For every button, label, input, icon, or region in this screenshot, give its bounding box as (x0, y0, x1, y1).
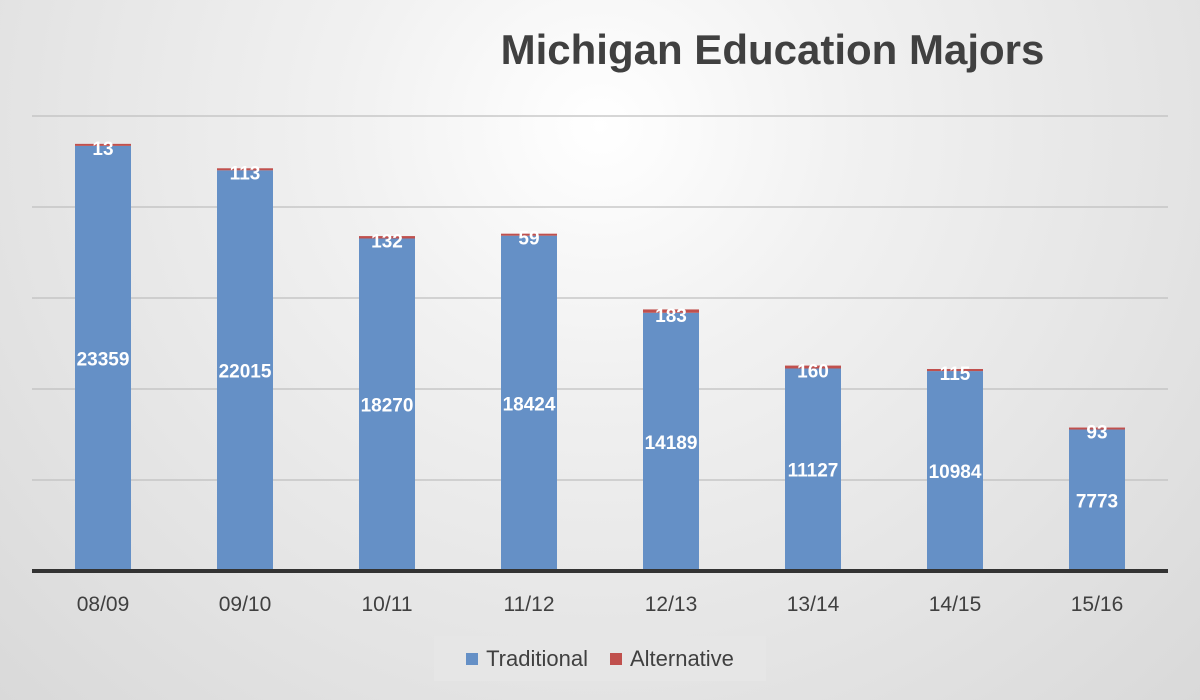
data-label-alternative: 113 (230, 163, 261, 184)
legend-label-traditional: Traditional (486, 645, 588, 671)
bar-alternative (217, 168, 273, 171)
bar-traditional (643, 312, 699, 571)
bar-alternative (75, 143, 131, 146)
x-axis: 08/09 09/10 10/11 11/12 12/13 13/14 14/15 15/16 (32, 569, 1168, 616)
data-label-traditional: 22015 (219, 362, 272, 383)
data-label-alternative: 115 (940, 364, 971, 385)
x-tick-label: 11/12 (504, 593, 555, 616)
data-label-alternative: 93 (1086, 423, 1107, 444)
legend-swatch-traditional (466, 652, 479, 665)
chart-title: Michigan Education Majors (500, 26, 1045, 73)
legend-label-alternative: Alternative (629, 645, 734, 671)
x-tick-label: 13/14 (787, 593, 840, 616)
data-label-alternative: 160 (797, 361, 829, 382)
bar-alternative (643, 309, 699, 313)
bars (75, 143, 1125, 571)
x-tick-label: 10/11 (362, 593, 413, 616)
data-label-traditional: 18424 (503, 394, 556, 415)
data-label-alternative: 59 (518, 229, 539, 250)
legend: Traditional Alternative (434, 636, 766, 681)
data-label-alternative: 183 (655, 306, 687, 327)
legend-item-traditional: Traditional (466, 646, 588, 672)
data-label-traditional: 11127 (788, 461, 839, 482)
x-tick-label: 15/16 (1071, 593, 1124, 616)
data-label-traditional: 18270 (361, 396, 414, 417)
x-tick-label: 12/13 (645, 593, 698, 616)
data-label-traditional: 10984 (929, 462, 982, 483)
x-tick-label: 09/10 (219, 593, 272, 616)
data-labels: 23359 13 22015 113 18270 132 18424 59 14189 183 11… (77, 139, 1119, 512)
x-tick-label: 08/09 (77, 593, 130, 616)
bar-traditional (785, 368, 841, 571)
data-label-traditional: 7773 (1076, 491, 1118, 512)
bar-alternative (927, 368, 983, 372)
data-label-alternative: 13 (92, 139, 113, 160)
bar-traditional (1069, 429, 1125, 571)
data-label-traditional: 14189 (645, 433, 698, 454)
bar-traditional (75, 145, 131, 571)
bar-alternative (359, 236, 415, 239)
legend-swatch-alternative (609, 652, 622, 665)
bar-alternative (1069, 427, 1125, 430)
bar-traditional (501, 235, 557, 571)
bar-traditional (927, 371, 983, 571)
bar-traditional (217, 170, 273, 571)
bar-alternative (501, 233, 557, 236)
data-label-alternative: 132 (371, 231, 403, 252)
x-tick-label: 14/15 (929, 593, 982, 616)
bar-traditional (359, 238, 415, 571)
bar-alternative (785, 365, 841, 369)
gridlines (32, 115, 1168, 481)
legend-item-alternative: Alternative (609, 645, 734, 672)
data-label-traditional: 23359 (77, 349, 130, 370)
